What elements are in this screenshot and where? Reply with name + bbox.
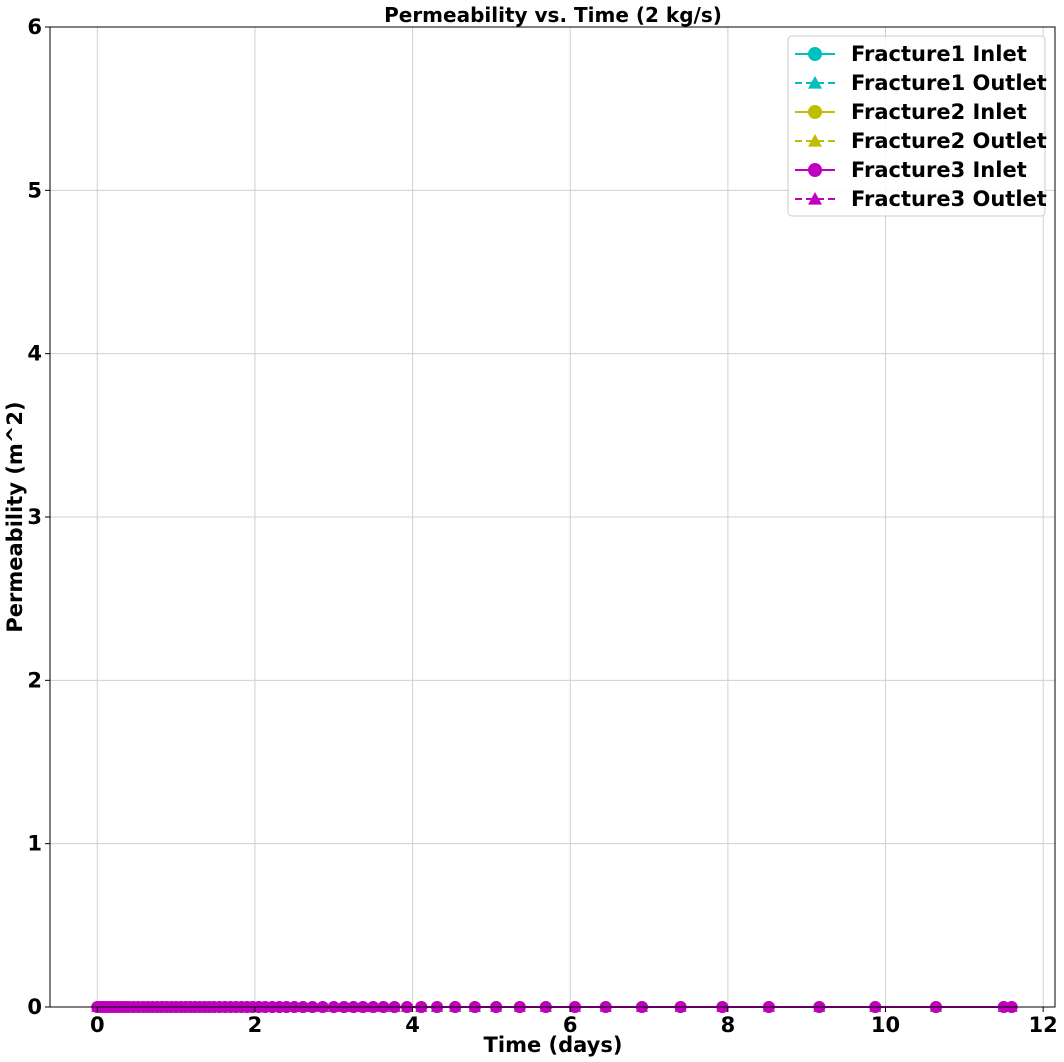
data-point bbox=[635, 1001, 648, 1012]
data-point bbox=[431, 1001, 444, 1012]
legend-entry: Fracture2 Inlet bbox=[795, 100, 1027, 124]
data-point bbox=[367, 1001, 380, 1012]
data-point bbox=[356, 1001, 369, 1012]
data-point bbox=[316, 1001, 329, 1012]
data-point bbox=[377, 1001, 390, 1012]
data-point bbox=[401, 1001, 414, 1012]
data-point bbox=[568, 1001, 581, 1012]
legend-marker bbox=[808, 163, 822, 177]
x-tick-label: 6 bbox=[563, 1013, 578, 1037]
data-point bbox=[762, 1001, 775, 1012]
x-tick-label: 0 bbox=[90, 1013, 105, 1037]
legend-label: Fracture2 Outlet bbox=[851, 129, 1047, 153]
data-point bbox=[490, 1001, 503, 1012]
y-tick-label: 3 bbox=[27, 505, 42, 529]
x-axis-label: Time (days) bbox=[484, 1033, 623, 1057]
data-point bbox=[347, 1001, 360, 1012]
data-point bbox=[415, 1001, 428, 1012]
legend-label: Fracture2 Inlet bbox=[851, 100, 1027, 124]
data-point bbox=[513, 1001, 526, 1012]
y-axis-ticks: 0 1 2 3 4 5 6 bbox=[27, 15, 50, 1019]
data-point bbox=[388, 1001, 401, 1012]
x-tick-label: 10 bbox=[871, 1013, 900, 1037]
legend-label: Fracture1 Inlet bbox=[851, 42, 1027, 66]
legend-marker bbox=[808, 76, 822, 89]
data-point bbox=[280, 1001, 293, 1012]
data-point bbox=[813, 1001, 826, 1012]
legend-marker bbox=[808, 134, 822, 147]
data-point bbox=[338, 1001, 351, 1012]
legend-marker bbox=[808, 47, 822, 61]
data-point bbox=[674, 1001, 687, 1012]
x-tick-label: 12 bbox=[1029, 1013, 1058, 1037]
data-point bbox=[599, 1001, 612, 1012]
data-point bbox=[997, 1001, 1010, 1012]
data-point bbox=[288, 1001, 301, 1012]
x-tick-label: 4 bbox=[405, 1013, 420, 1037]
y-axis-label: Permeability (m^2) bbox=[3, 401, 27, 632]
legend: Fracture1 Inlet Fracture1 Outlet Fracture2… bbox=[787, 35, 1047, 217]
y-tick-label: 0 bbox=[27, 995, 42, 1019]
x-tick-label: 2 bbox=[248, 1013, 263, 1037]
legend-box bbox=[787, 35, 1046, 217]
y-tick-label: 6 bbox=[27, 15, 42, 39]
legend-entry: Fracture1 Outlet bbox=[795, 71, 1047, 95]
legend-entry: Fracture1 Inlet bbox=[795, 42, 1027, 66]
legend-label: Fracture3 Inlet bbox=[851, 158, 1027, 182]
data-point bbox=[327, 1001, 340, 1012]
legend-marker bbox=[808, 192, 822, 205]
x-tick-label: 8 bbox=[721, 1013, 736, 1037]
legend-marker bbox=[808, 105, 822, 119]
data-point bbox=[306, 1001, 319, 1012]
y-tick-label: 2 bbox=[27, 668, 42, 692]
data-point bbox=[468, 1001, 481, 1012]
data-point bbox=[539, 1001, 552, 1012]
data-point bbox=[869, 1001, 882, 1012]
data-point bbox=[1005, 1001, 1018, 1012]
legend-entry: Fracture3 Outlet bbox=[795, 187, 1047, 211]
y-tick-label: 5 bbox=[27, 178, 42, 202]
data-point bbox=[449, 1001, 462, 1012]
legend-entry: Fracture2 Outlet bbox=[795, 129, 1047, 153]
y-tick-label: 4 bbox=[27, 342, 42, 366]
legend-label: Fracture3 Outlet bbox=[851, 187, 1047, 211]
data-point bbox=[297, 1001, 310, 1012]
chart-title: Permeability vs. Time (2 kg/s) bbox=[384, 3, 722, 27]
legend-label: Fracture1 Outlet bbox=[851, 71, 1047, 95]
data-point bbox=[716, 1001, 729, 1012]
x-axis-ticks: 0 2 4 6 8 10 12 bbox=[90, 1007, 1058, 1037]
legend-entry: Fracture3 Inlet bbox=[795, 158, 1027, 182]
data-point bbox=[929, 1001, 942, 1012]
y-tick-label: 1 bbox=[27, 832, 42, 856]
